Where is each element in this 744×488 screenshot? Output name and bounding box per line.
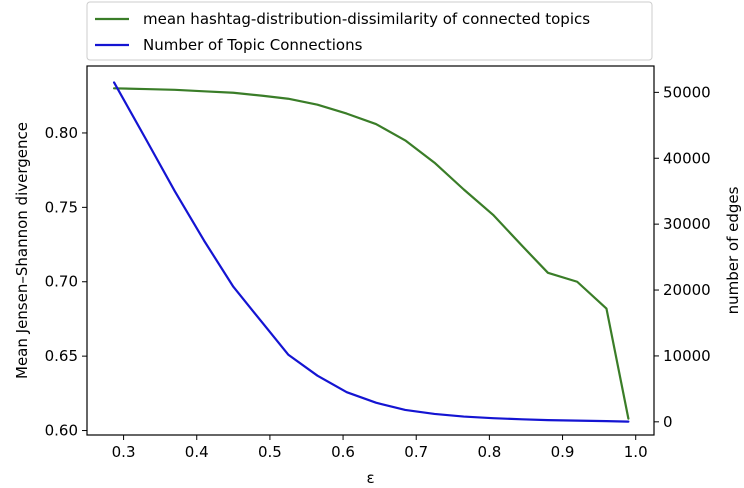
legend-box — [86, 1, 653, 61]
x-tick-label: 1.0 — [624, 443, 648, 461]
plot-frame — [86, 65, 655, 436]
right-axis-ticks: 0 10000 20000 30000 40000 50000 — [654, 83, 711, 431]
right-y-axis-label: number of edges — [724, 186, 742, 314]
left-tick-label: 0.70 — [45, 273, 78, 291]
left-tick-label: 0.65 — [45, 347, 78, 365]
x-tick-label: 0.9 — [551, 443, 575, 461]
left-tick-label: 0.75 — [45, 198, 78, 216]
x-tick-label: 0.4 — [185, 443, 209, 461]
right-tick-label: 40000 — [663, 149, 711, 167]
left-tick-label: 0.80 — [45, 124, 78, 142]
x-tick-label: 0.6 — [331, 443, 355, 461]
series-layer — [112, 81, 630, 423]
series-line-0 — [112, 87, 630, 420]
right-tick-label: 20000 — [663, 281, 711, 299]
right-tick-label: 30000 — [663, 215, 711, 233]
right-tick-label: 10000 — [663, 347, 711, 365]
bottom-axis-ticks: 0.3 0.4 0.5 0.6 0.7 0.8 0.9 1.0 — [112, 435, 648, 461]
legend-label-dissimilarity: mean hashtag-distribution-dissimilarity … — [143, 10, 590, 28]
x-axis-label: ε — [366, 469, 374, 487]
left-axis-ticks: 0.60 0.65 0.70 0.75 0.80 — [45, 124, 87, 440]
legend-label-connections: Number of Topic Connections — [143, 36, 363, 54]
series-line-1 — [112, 81, 630, 423]
left-y-axis-label: Mean Jensen–Shannon divergence — [13, 122, 31, 379]
legend: mean hashtag-distribution-dissimilarity … — [86, 1, 653, 61]
x-tick-label: 0.3 — [112, 443, 136, 461]
right-tick-label: 50000 — [663, 83, 711, 101]
x-tick-label: 0.7 — [404, 443, 428, 461]
left-tick-label: 0.60 — [45, 422, 78, 440]
x-tick-label: 0.8 — [477, 443, 501, 461]
x-tick-label: 0.5 — [258, 443, 282, 461]
right-tick-label: 0 — [663, 413, 673, 431]
